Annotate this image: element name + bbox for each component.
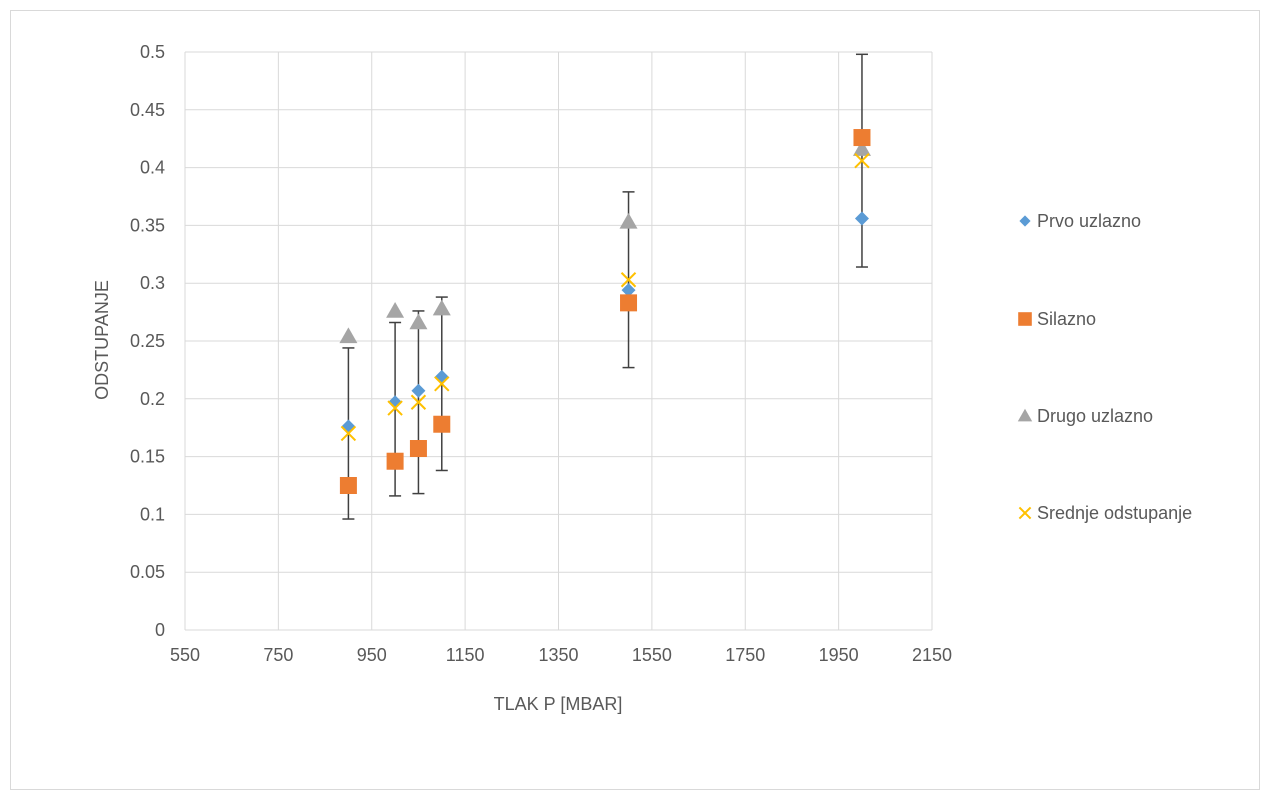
legend-label: Prvo uzlazno	[1037, 211, 1141, 231]
legend-label: Srednje odstupanje	[1037, 503, 1192, 523]
point-srednje-odstupanje-stroke	[854, 152, 870, 169]
y-tick-label: 0.15	[130, 447, 165, 467]
legend-item: Prvo uzlazno	[1019, 211, 1141, 231]
point-prvo-uzlazno	[854, 211, 869, 226]
point-srednje-odstupanje	[434, 376, 450, 392]
point-silazno	[409, 440, 427, 458]
point-srednje-odstupanje-stroke	[434, 376, 450, 392]
x-tick-label: 750	[263, 645, 293, 665]
point-silazno	[620, 294, 638, 312]
y-tick-label: 0.1	[140, 504, 165, 524]
x-tick-label: 1550	[632, 645, 672, 665]
legend-item: Srednje odstupanje	[1018, 503, 1192, 523]
point-silazno	[853, 129, 871, 147]
x-axis-title: TLAK P [MBAR]	[494, 694, 623, 714]
legend-marker	[1019, 215, 1031, 227]
point-srednje-odstupanje	[854, 152, 870, 169]
y-tick-label: 0.45	[130, 100, 165, 120]
legend-label: Silazno	[1037, 309, 1096, 329]
y-tick-label: 0.3	[140, 273, 165, 293]
x-tick-label: 1950	[819, 645, 859, 665]
legend-marker	[1018, 312, 1032, 326]
y-tick-label: 0.4	[140, 158, 165, 178]
point-srednje-odstupanje	[620, 272, 637, 288]
legend-marker-stroke	[1018, 506, 1032, 520]
y-tick-labels: 0 0.05 0.1 0.15 0.2 0.25 0.3 0.35 0.4 0.45 0.5	[130, 42, 165, 640]
point-prvo-uzlazno	[341, 419, 356, 434]
data-points	[339, 129, 871, 494]
legend-label: Drugo uzlazno	[1037, 406, 1153, 426]
point-srednje-odstupanje	[410, 394, 427, 410]
gridlines	[184, 51, 933, 631]
point-prvo-uzlazno	[434, 369, 449, 384]
point-drugo-uzlazno	[409, 313, 428, 330]
x-tick-label: 1150	[446, 645, 485, 665]
point-drugo-uzlazno	[339, 327, 358, 344]
legend: Prvo uzlazno Silazno Drugo uzlazno Srednje …	[1017, 211, 1192, 523]
point-prvo-uzlazno	[621, 283, 636, 298]
point-drugo-uzlazno	[852, 140, 871, 156]
x-tick-labels: 550 750 950 1150 1350 1550 1750 1950 2150	[170, 645, 952, 665]
point-srednje-odstupanje	[387, 400, 403, 416]
y-tick-label: 0.05	[130, 562, 165, 582]
x-tick-label: 550	[170, 645, 200, 665]
point-silazno	[433, 415, 451, 433]
point-srednje-odstupanje-stroke	[387, 400, 403, 416]
y-tick-label: 0.2	[140, 389, 165, 409]
y-tick-label: 0	[155, 620, 165, 640]
legend-item: Silazno	[1018, 309, 1096, 329]
point-prvo-uzlazno	[411, 383, 426, 398]
point-srednje-odstupanje-stroke	[340, 425, 357, 442]
x-tick-label: 1350	[538, 645, 578, 665]
x-tick-label: 950	[357, 645, 387, 665]
y-tick-label: 0.5	[140, 42, 165, 62]
legend-marker	[1017, 408, 1033, 422]
point-silazno	[339, 477, 357, 494]
point-drugo-uzlazno	[619, 212, 638, 229]
legend-marker	[1018, 506, 1032, 520]
y-tick-label: 0.35	[130, 215, 165, 235]
y-axis-title: ODSTUPANJE	[92, 280, 112, 400]
point-srednje-odstupanje	[340, 425, 357, 442]
legend-item: Drugo uzlazno	[1017, 406, 1153, 426]
x-tick-label: 1750	[725, 645, 765, 665]
point-silazno	[386, 452, 404, 470]
point-drugo-uzlazno	[386, 301, 405, 318]
point-srednje-odstupanje-stroke	[620, 272, 637, 288]
chart-frame	[10, 10, 1260, 790]
x-tick-label: 2150	[912, 645, 952, 665]
point-drugo-uzlazno	[432, 299, 451, 316]
y-tick-label: 0.25	[130, 331, 165, 351]
point-srednje-odstupanje-stroke	[410, 394, 427, 410]
